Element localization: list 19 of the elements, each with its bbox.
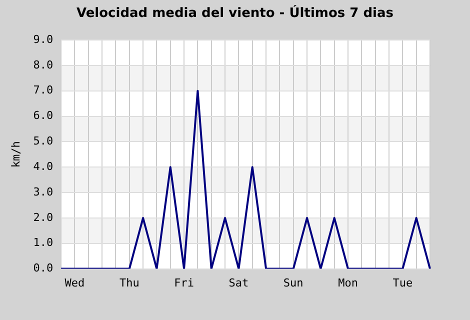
y-tick-label: 7.0 <box>33 84 54 97</box>
y-tick-label: 0.0 <box>33 262 54 275</box>
y-tick-label: 8.0 <box>33 58 54 72</box>
x-tick-label: Mon <box>338 276 358 290</box>
y-tick-label: 4.0 <box>33 160 54 173</box>
x-tick-label: Fri <box>174 276 194 290</box>
y-tick-label: 3.0 <box>33 185 54 198</box>
y-tick-label: 2.0 <box>33 210 54 224</box>
y-tick-label: 9.0 <box>33 32 54 46</box>
y-tick-label: 6.0 <box>33 109 54 122</box>
x-tick-label: Wed <box>64 276 85 290</box>
y-tick-label: 5.0 <box>33 134 54 148</box>
chart-title: Velocidad media del viento - Últimos 7 dias <box>75 6 394 21</box>
y-tick-label: 1.0 <box>33 236 54 250</box>
x-tick-label: Sun <box>283 276 304 290</box>
x-tick-label: Thu <box>119 276 140 290</box>
x-tick-label: Tue <box>392 276 413 290</box>
x-tick-label: Sat <box>228 276 249 290</box>
y-axis-title: km/h <box>9 141 22 168</box>
